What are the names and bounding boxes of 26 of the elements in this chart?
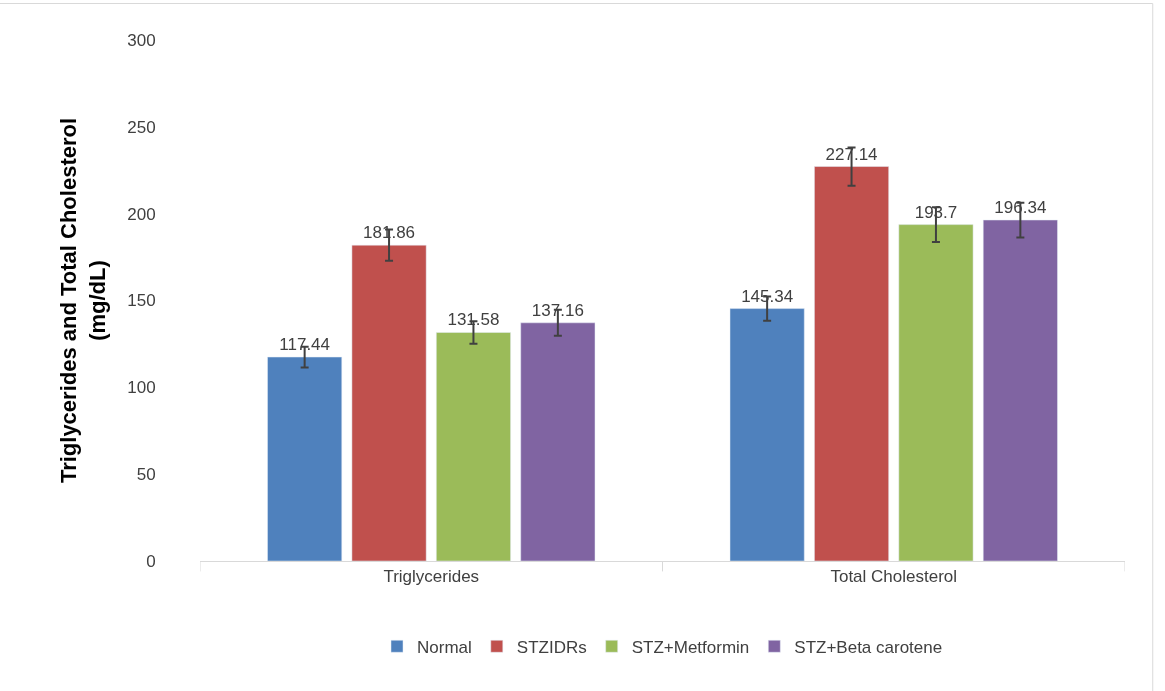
legend-label: STZ+Metformin (631, 637, 750, 657)
bar (729, 308, 805, 561)
bar (898, 224, 974, 561)
data-label: 131.58 (447, 310, 500, 330)
x-tick-label: Total Cholesterol (830, 567, 958, 587)
data-label: 145.34 (741, 286, 794, 306)
bar (982, 219, 1058, 561)
legend-label: STZIDRs (516, 637, 587, 657)
legend-label: STZ+Beta carotene (794, 637, 943, 657)
bar (351, 244, 427, 561)
data-label: 117.44 (279, 335, 331, 355)
y-tick-label: 150 (127, 291, 156, 311)
y-tick-label: 300 (127, 30, 156, 50)
y-tick-label: 100 (127, 378, 156, 398)
data-label: 137.16 (531, 300, 584, 320)
y-tick-label: 250 (127, 117, 156, 137)
x-tick-label: Triglycerides (383, 567, 480, 587)
legend-label: Normal (417, 637, 472, 657)
y-tick-label: 0 (146, 551, 156, 571)
y-tick-label: 200 (127, 204, 156, 224)
bar (520, 322, 596, 561)
bar (814, 166, 889, 561)
y-axis-title: Triglycerides and Total Cholesterol (mg/dL) (56, 117, 111, 484)
bar (436, 332, 511, 561)
bar (267, 356, 343, 561)
y-tick-label: 50 (136, 465, 156, 485)
